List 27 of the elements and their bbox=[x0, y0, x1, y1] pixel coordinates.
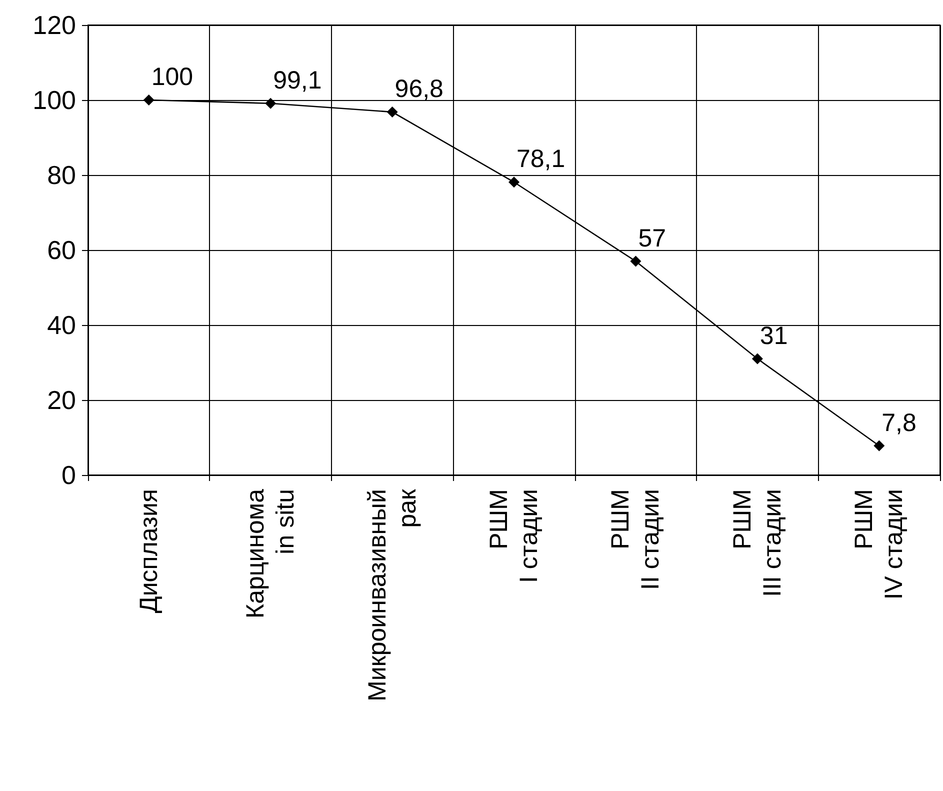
data-label: 31 bbox=[760, 322, 788, 350]
point bbox=[874, 440, 885, 452]
data-label: 100 bbox=[151, 63, 194, 91]
y-tick-label: 0 bbox=[62, 460, 76, 490]
point bbox=[386, 106, 398, 118]
point bbox=[630, 256, 642, 267]
x-tick-label: Карцинома in situ bbox=[242, 488, 300, 618]
data-label: 96,8 bbox=[394, 75, 444, 103]
y-tick-label: 60 bbox=[47, 235, 76, 265]
point bbox=[508, 176, 520, 188]
y-tick-label: 120 bbox=[32, 10, 76, 40]
data-label: 78,1 bbox=[516, 145, 566, 174]
x-tick-label: РШМ III стадии bbox=[728, 489, 786, 597]
point bbox=[265, 98, 276, 109]
y-tick-label: 20 bbox=[47, 385, 76, 415]
x-tick-label: Микроинвазивный рак bbox=[363, 488, 422, 702]
x-tick-label: РШМ II стадии bbox=[606, 489, 665, 590]
x-tick-label: Дисплазия bbox=[134, 489, 163, 614]
y-tick-label: 40 bbox=[47, 310, 76, 340]
y-tick-label: 80 bbox=[47, 160, 76, 190]
data-label: 99,1 bbox=[273, 66, 322, 94]
data-label: 57 bbox=[638, 224, 666, 252]
x-tick-label: РШМ IV стадии bbox=[850, 489, 908, 600]
y-tick-label: 100 bbox=[32, 85, 76, 115]
point bbox=[752, 353, 763, 364]
point bbox=[143, 94, 154, 106]
data-label: 7,8 bbox=[882, 408, 916, 437]
